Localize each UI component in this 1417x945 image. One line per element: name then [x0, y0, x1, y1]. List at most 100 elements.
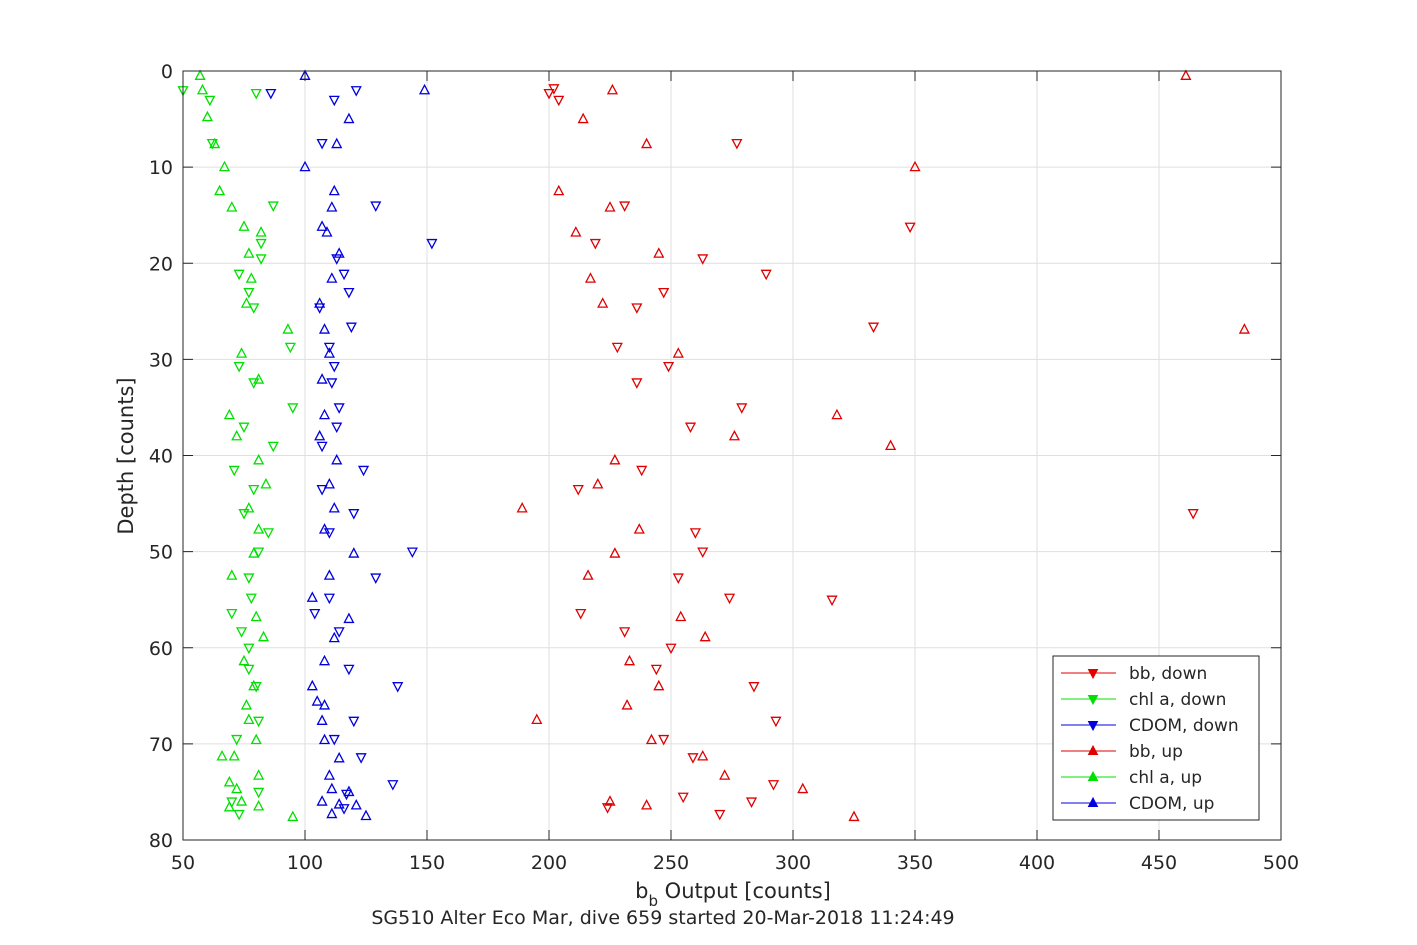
data-point	[348, 716, 360, 728]
data-point	[338, 269, 350, 281]
data-point	[621, 699, 633, 710]
data-point	[867, 322, 880, 334]
data-point	[267, 441, 279, 453]
y-tick-label: 10	[149, 157, 173, 179]
data-point	[333, 403, 345, 414]
data-point	[658, 287, 670, 299]
data-point	[233, 361, 245, 373]
data-point	[745, 797, 758, 808]
data-point	[623, 654, 636, 666]
data-point	[885, 439, 897, 451]
data-point	[672, 573, 684, 584]
y-tick-label: 60	[149, 638, 173, 660]
data-point	[314, 303, 326, 314]
data-point	[316, 714, 328, 725]
data-point	[767, 780, 780, 791]
data-point	[848, 810, 860, 822]
data-point	[253, 716, 265, 728]
data-point	[238, 422, 250, 434]
data-point	[235, 347, 248, 358]
data-point	[328, 361, 340, 373]
y-axis-label: Depth [counts]	[114, 377, 138, 534]
data-point	[611, 342, 623, 354]
data-point	[516, 501, 528, 513]
legend-marker	[1087, 796, 1099, 807]
legend-marker	[1087, 669, 1099, 680]
data-point	[223, 800, 235, 812]
data-point	[348, 509, 360, 520]
data-point	[209, 137, 221, 149]
data-point	[601, 803, 614, 814]
data-point	[672, 347, 684, 358]
data-point	[238, 220, 250, 231]
data-point	[223, 775, 235, 787]
data-point	[318, 733, 331, 745]
legend-label: bb, up	[1129, 742, 1183, 762]
data-point	[343, 664, 355, 676]
data-point	[426, 238, 438, 250]
x-tick-label: 400	[1019, 852, 1055, 874]
x-tick-label: 200	[531, 852, 567, 874]
data-point	[265, 88, 277, 100]
data-point	[314, 429, 326, 441]
data-point	[316, 220, 328, 231]
data-point	[328, 631, 340, 643]
data-point	[662, 361, 675, 373]
data-point	[343, 287, 355, 299]
data-point	[243, 643, 255, 655]
data-point	[631, 303, 643, 314]
y-tick-label: 20	[149, 253, 173, 275]
axis-ticks: 50 100 150 200 250 300 350 400 450 500 0 10 20 30 40 50…	[149, 61, 1299, 874]
data-point	[245, 272, 257, 283]
data-point	[316, 795, 328, 806]
data-point	[228, 749, 240, 761]
data-point	[345, 322, 357, 334]
data-point	[331, 137, 343, 149]
data-point	[631, 378, 643, 389]
data-point	[548, 84, 560, 95]
series-1	[177, 86, 299, 821]
data-point	[243, 247, 255, 258]
data-point	[723, 593, 736, 605]
data-point	[226, 569, 238, 580]
x-tick-label: 50	[171, 852, 195, 874]
data-point	[243, 287, 255, 299]
data-point	[260, 477, 272, 489]
data-point	[214, 184, 226, 196]
data-point	[531, 713, 543, 724]
data-point	[699, 630, 711, 642]
data-point	[282, 323, 294, 334]
data-point	[321, 226, 333, 237]
data-point	[687, 753, 699, 764]
data-point	[589, 238, 601, 250]
data-point	[1180, 69, 1192, 80]
data-point	[331, 453, 343, 465]
data-point	[619, 201, 631, 212]
legend-marker	[1087, 721, 1099, 732]
data-point	[392, 682, 404, 693]
data-point	[604, 201, 616, 212]
data-point	[223, 408, 235, 420]
data-point	[636, 465, 648, 477]
data-point	[584, 272, 597, 283]
data-point	[326, 378, 338, 389]
data-point	[235, 795, 248, 806]
data-point	[257, 630, 270, 642]
data-point	[316, 484, 328, 496]
data-point	[226, 608, 238, 620]
data-point	[604, 795, 616, 806]
data-point	[218, 160, 231, 172]
data-point	[606, 83, 619, 95]
data-point	[253, 769, 265, 780]
data-point	[248, 547, 260, 558]
series-4	[194, 69, 299, 822]
data-point	[343, 612, 355, 624]
data-point	[665, 643, 677, 655]
data-point	[333, 751, 345, 763]
data-point	[731, 138, 743, 150]
x-tick-label: 250	[653, 852, 689, 874]
data-point	[575, 608, 587, 620]
data-point	[323, 477, 335, 489]
data-point	[653, 679, 665, 691]
data-point	[287, 810, 299, 822]
